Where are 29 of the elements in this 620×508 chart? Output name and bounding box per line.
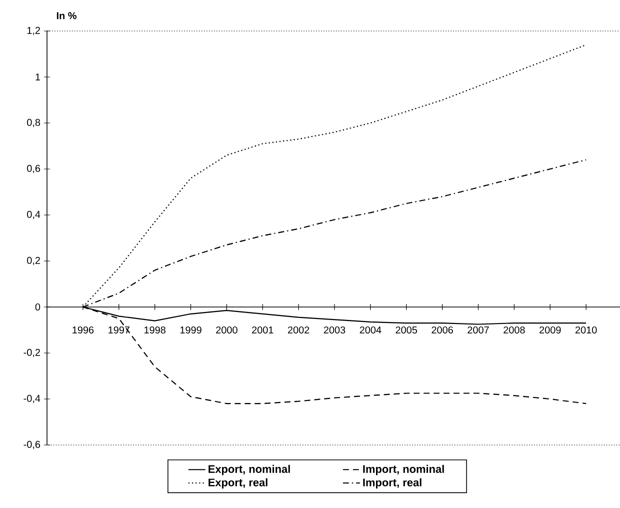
y-axis-title: In % (56, 12, 76, 20)
x-tick-label: 2000 (216, 326, 238, 334)
y-tick-label: 1 (36, 74, 40, 80)
y-tick-label: 0 (35, 303, 40, 311)
y-tick-label: 0,8 (27, 118, 40, 128)
legend-label: Import, real (363, 478, 422, 488)
x-tick-label: 2003 (324, 326, 346, 334)
x-tick-label: 2007 (468, 326, 489, 334)
legend-label: Export, real (208, 478, 268, 488)
x-tick-label: 2009 (540, 326, 561, 334)
x-tick-label: 2005 (396, 326, 418, 334)
x-tick-label: 2004 (360, 326, 382, 334)
x-tick-label: 1998 (144, 326, 166, 334)
y-tick-label: 1,2 (27, 26, 40, 36)
y-tick-label: 0,6 (27, 164, 40, 174)
y-tick-label: -0,4 (24, 394, 40, 404)
x-tick-label: 2006 (432, 326, 453, 334)
legend-label: Export, nominal (208, 464, 290, 476)
y-tick-label: -0,6 (24, 440, 40, 450)
legend-label: Import, nominal (363, 464, 444, 476)
x-tick-label: 2001 (252, 326, 274, 334)
x-tick-label: 1996 (72, 326, 94, 334)
y-tick-label: 0,2 (27, 256, 40, 266)
x-tick-label: 1999 (180, 326, 202, 334)
x-tick-label: 2008 (504, 326, 525, 334)
y-tick-label: -0,2 (24, 348, 40, 358)
x-tick-label: 2002 (288, 326, 310, 334)
y-tick-label: 0,4 (27, 210, 40, 220)
x-tick-label: 2010 (575, 326, 597, 334)
